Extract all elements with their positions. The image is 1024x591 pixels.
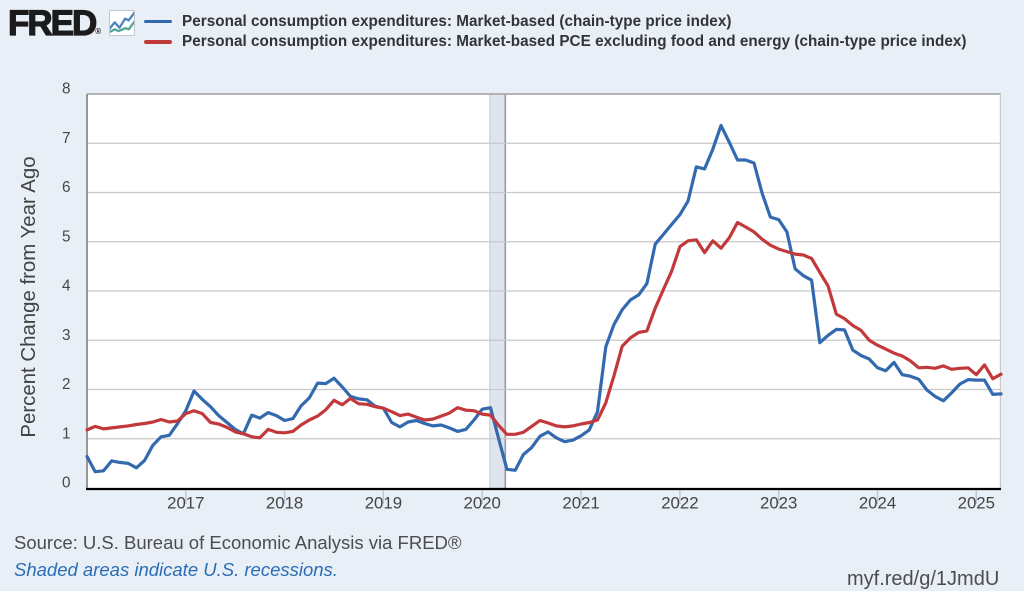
svg-text:2019: 2019 (365, 494, 402, 513)
svg-text:7: 7 (62, 130, 71, 147)
svg-text:2: 2 (62, 376, 71, 393)
svg-text:4: 4 (62, 278, 71, 295)
svg-text:2022: 2022 (661, 494, 698, 513)
svg-text:6: 6 (62, 179, 71, 196)
svg-text:2017: 2017 (167, 494, 204, 513)
svg-text:2018: 2018 (266, 494, 303, 513)
svg-text:2021: 2021 (562, 494, 599, 513)
svg-text:8: 8 (62, 81, 71, 98)
svg-text:5: 5 (62, 228, 71, 245)
svg-text:2025: 2025 (958, 494, 995, 513)
svg-text:1: 1 (62, 425, 71, 442)
svg-text:2023: 2023 (760, 494, 797, 513)
svg-text:2020: 2020 (464, 494, 501, 513)
svg-text:Percent Change from Year Ago: Percent Change from Year Ago (18, 156, 40, 437)
svg-text:3: 3 (62, 327, 71, 344)
svg-text:2024: 2024 (859, 494, 896, 513)
svg-text:0: 0 (62, 475, 71, 492)
